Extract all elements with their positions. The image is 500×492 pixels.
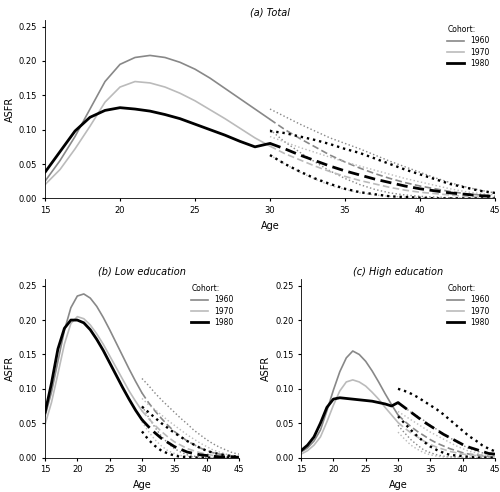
Y-axis label: ASFR: ASFR: [5, 356, 15, 381]
Title: (c) High education: (c) High education: [353, 267, 443, 277]
Y-axis label: ASFR: ASFR: [5, 96, 15, 122]
Title: (a) Total: (a) Total: [250, 7, 290, 18]
Y-axis label: ASFR: ASFR: [261, 356, 271, 381]
X-axis label: Age: Age: [132, 480, 152, 490]
Legend: 1960, 1970, 1980: 1960, 1970, 1980: [446, 24, 491, 69]
Legend: 1960, 1970, 1980: 1960, 1970, 1980: [446, 282, 491, 329]
Legend: 1960, 1970, 1980: 1960, 1970, 1980: [190, 282, 235, 329]
X-axis label: Age: Age: [260, 220, 280, 231]
Title: (b) Low education: (b) Low education: [98, 267, 186, 277]
X-axis label: Age: Age: [388, 480, 407, 490]
